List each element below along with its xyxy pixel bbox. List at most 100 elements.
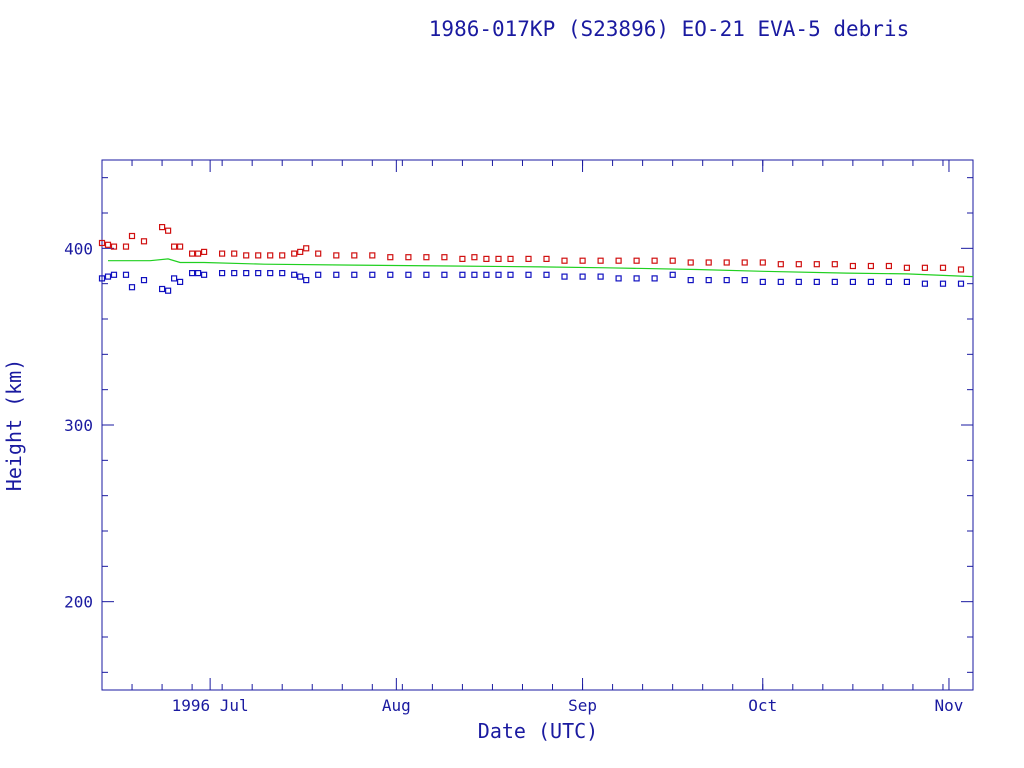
data-point [104,241,112,248]
data-point [189,250,196,257]
data-point [159,224,166,231]
data-point [705,277,712,284]
data-point [128,284,136,291]
data-point [267,252,274,259]
data-point [405,254,412,261]
data-point [507,271,514,278]
data-point [387,271,394,278]
data-point [885,278,893,285]
data-point [104,273,112,280]
y-tick-label: 400 [64,239,93,258]
data-point [669,271,676,278]
data-point [122,271,130,278]
data-point [231,250,238,257]
data-point [903,278,911,285]
data-point [921,280,929,287]
data-point [195,250,202,257]
mean-height-line [108,258,974,278]
data-point [333,271,340,278]
data-point [459,271,466,278]
data-point [98,275,106,282]
data-point [177,243,184,250]
data-point [483,271,490,278]
data-point [159,285,166,293]
data-point [831,278,838,285]
data-point [543,271,550,278]
y-axis-title: Height (km) [2,359,26,491]
data-point [495,271,502,278]
series-0 [98,224,965,273]
y-tick-label: 200 [64,593,93,612]
data-point [297,273,304,280]
data-point [957,280,965,287]
data-point [243,270,250,277]
data-point [849,278,857,285]
data-point [231,270,238,277]
data-point [110,271,118,278]
data-point [795,278,802,285]
x-axis-title: Date (UTC) [478,719,598,743]
data-point [140,277,148,284]
data-point [633,275,640,282]
data-point [297,248,304,255]
axis-tick-labels: 200 300 400 1996 Jul Aug Sep Oct Nov [64,239,963,715]
data-point [351,252,358,259]
data-point [255,270,262,277]
data-point [813,278,820,285]
data-point [177,278,184,285]
data-point [705,259,712,266]
data-point [759,278,766,285]
x-tick-label: Aug [382,696,411,715]
data-point [867,262,875,270]
data-point [939,264,947,271]
data-point [387,254,394,261]
data-point [795,261,802,268]
data-series [98,224,974,294]
data-point [201,271,208,278]
data-point [813,261,820,268]
series-1 [98,270,965,294]
data-point [687,259,694,266]
data-point [597,257,604,264]
data-point [219,250,226,257]
data-point [423,271,430,278]
data-point [128,232,136,240]
chart-title: 1986-017KP (S23896) EO-21 EVA-5 debris [429,17,909,41]
x-tick-label: Oct [748,696,777,715]
data-point [165,287,172,294]
data-point [243,252,250,259]
data-point [723,259,730,266]
data-point [903,264,911,271]
data-point [633,257,640,264]
axis-ticks [101,160,974,690]
data-point [867,278,875,285]
data-point [579,257,586,264]
plot-frame [101,159,974,691]
data-point [369,252,376,259]
data-point [405,271,412,278]
data-point [110,243,118,250]
data-point [921,264,929,271]
data-point [201,248,208,255]
data-point [759,259,766,266]
data-point [303,245,310,252]
data-point [441,254,448,261]
x-tick-label: 1996 Jul [172,696,249,715]
data-point [741,259,748,266]
data-point [957,266,965,273]
data-point [255,252,262,259]
data-point [122,243,130,250]
data-point [525,271,532,278]
data-point [543,255,550,262]
data-point [507,255,514,262]
data-point [615,275,622,282]
data-point [171,275,178,282]
data-point [885,262,893,270]
data-point [459,255,466,262]
data-point [615,257,622,264]
data-point [279,270,286,277]
data-point [579,273,586,280]
data-point [303,277,310,284]
data-point [195,270,202,277]
